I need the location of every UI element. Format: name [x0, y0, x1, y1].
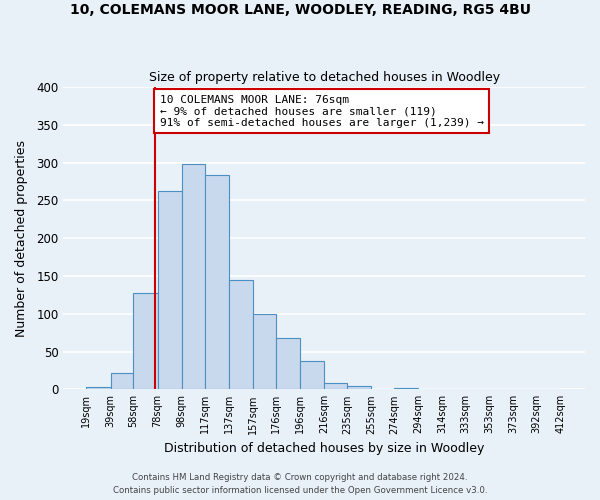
Y-axis label: Number of detached properties: Number of detached properties [15, 140, 28, 336]
X-axis label: Distribution of detached houses by size in Woodley: Distribution of detached houses by size … [164, 442, 484, 455]
Text: 10, COLEMANS MOOR LANE, WOODLEY, READING, RG5 4BU: 10, COLEMANS MOOR LANE, WOODLEY, READING… [70, 2, 530, 16]
Bar [324, 382, 347, 390]
Bar [300, 362, 324, 390]
Bar [205, 174, 229, 390]
Bar [418, 388, 443, 390]
Bar [276, 338, 300, 390]
Bar [158, 190, 182, 390]
Bar [466, 388, 490, 390]
Bar [537, 388, 561, 390]
Bar [86, 387, 110, 390]
Bar [229, 280, 253, 390]
Bar [514, 388, 537, 390]
Title: Size of property relative to detached houses in Woodley: Size of property relative to detached ho… [149, 72, 500, 85]
Bar [133, 292, 158, 390]
Bar [182, 164, 205, 390]
Text: 10 COLEMANS MOOR LANE: 76sqm
← 9% of detached houses are smaller (119)
91% of se: 10 COLEMANS MOOR LANE: 76sqm ← 9% of det… [160, 94, 484, 128]
Bar [110, 372, 133, 390]
Text: Contains HM Land Registry data © Crown copyright and database right 2024.
Contai: Contains HM Land Registry data © Crown c… [113, 474, 487, 495]
Bar [347, 386, 371, 390]
Bar [443, 388, 466, 390]
Bar [371, 388, 394, 390]
Bar [394, 388, 418, 390]
Bar [253, 314, 276, 390]
